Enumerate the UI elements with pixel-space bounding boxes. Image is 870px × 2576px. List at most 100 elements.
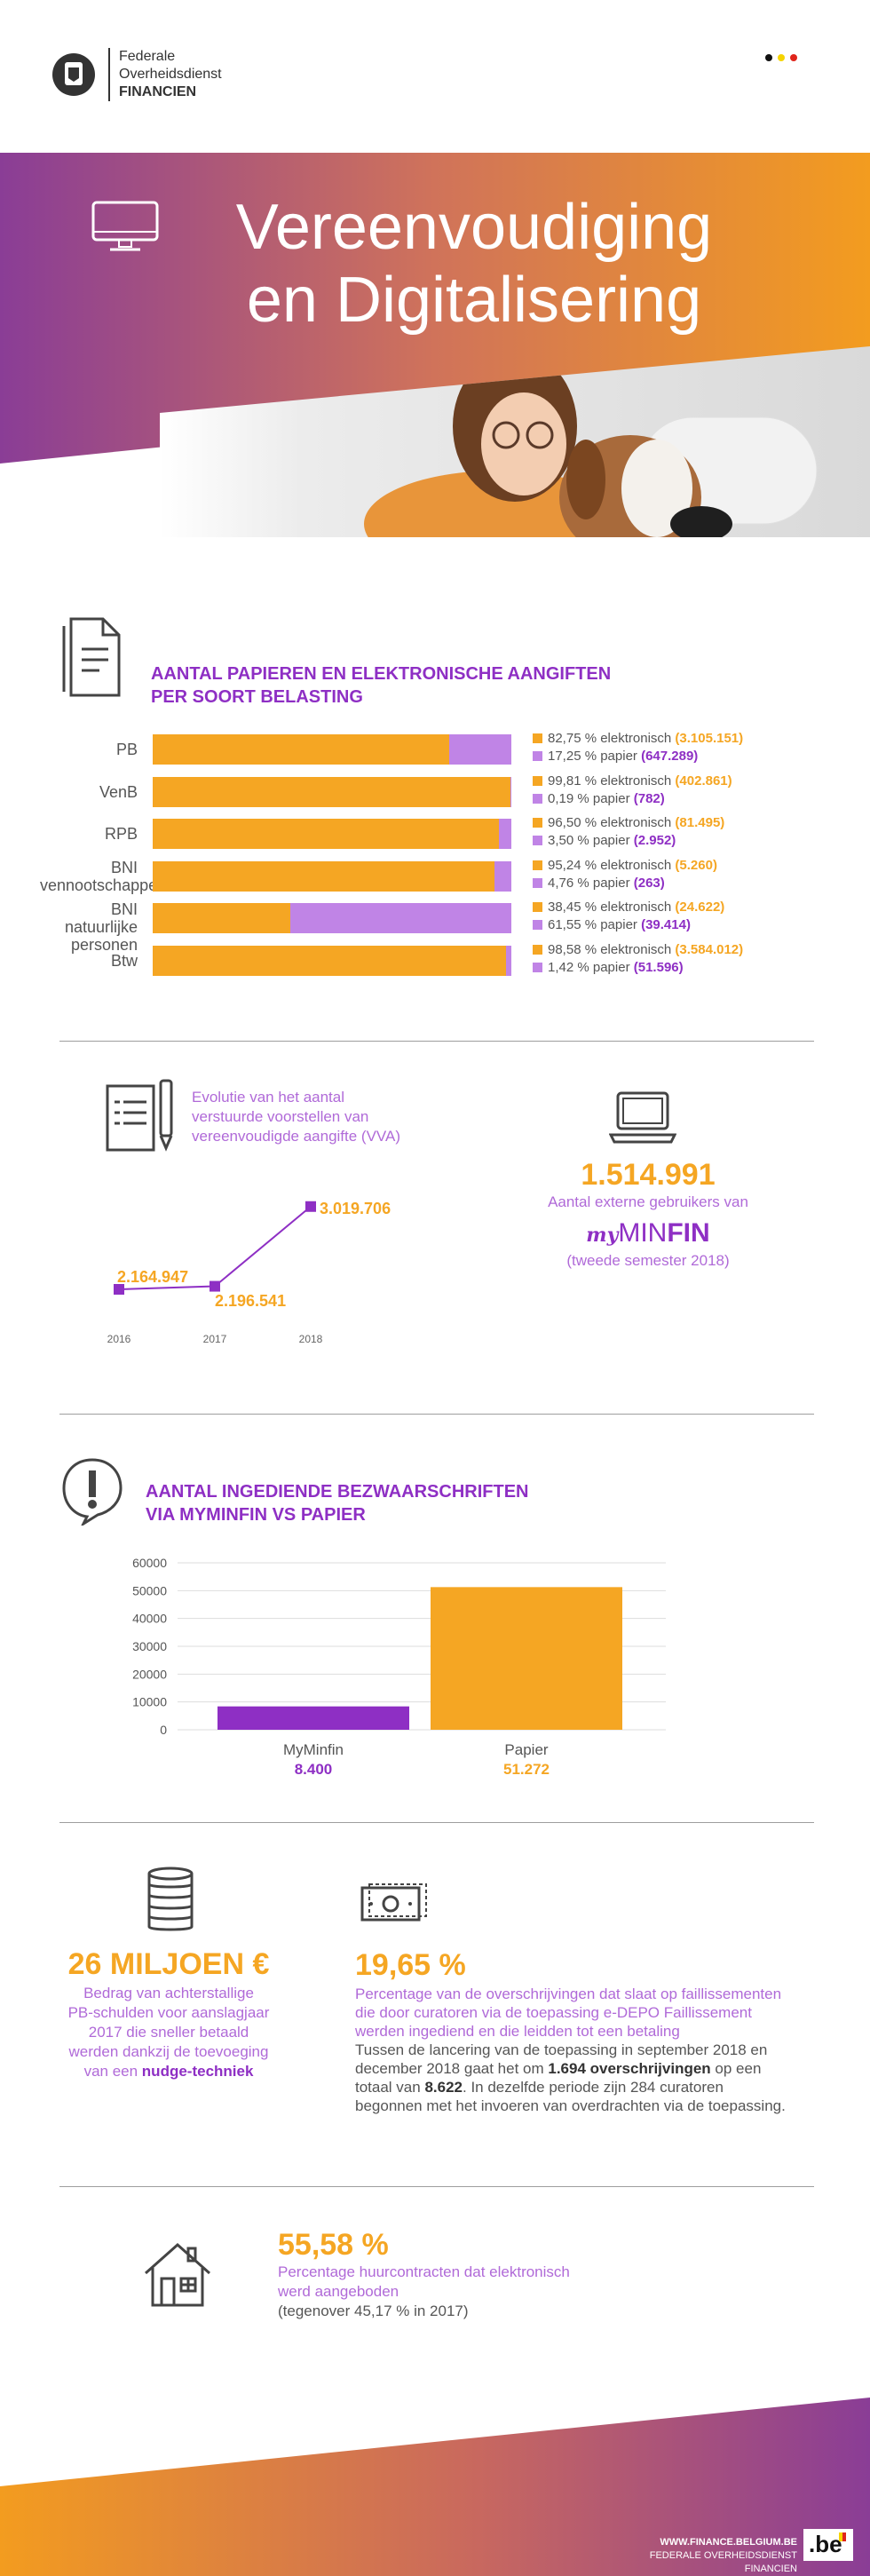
org-line2: Overheidsdienst bbox=[119, 67, 222, 82]
legend-paper-count: (782) bbox=[633, 790, 665, 806]
detail-line3a: totaal van bbox=[355, 2079, 425, 2096]
org-logo-text: Federale Overheidsdienst FINANCIEN bbox=[108, 48, 222, 101]
category-label-line1: Btw bbox=[110, 952, 138, 970]
footer-url-link[interactable]: WWW.FINANCE.BELGIUM.BE bbox=[660, 2537, 797, 2548]
legend-electronic-count: (402.861) bbox=[675, 773, 732, 789]
vva-year-label: 2018 bbox=[299, 1333, 323, 1345]
rent-pct: 55,58 % bbox=[278, 2228, 389, 2262]
org-line1: Federale bbox=[119, 49, 176, 64]
y-tick-label: 30000 bbox=[132, 1639, 167, 1653]
section3-title: AANTAL INGEDIENDE BEZWAARSCHRIFTEN VIA M… bbox=[146, 1480, 528, 1526]
vva-point bbox=[210, 1280, 220, 1292]
section1-title: AANTAL PAPIEREN EN ELEKTRONISCHE AANGIFT… bbox=[151, 662, 611, 709]
vva-value-label: 3.019.706 bbox=[320, 1200, 391, 1217]
vva-point bbox=[305, 1201, 316, 1212]
amount-description: Bedrag van achterstallige PB-schulden vo… bbox=[36, 1984, 302, 2081]
legend-electronic-text: 98,58 % elektronisch bbox=[548, 942, 672, 957]
myminfin-logo: myMINFIN bbox=[497, 1217, 799, 1251]
section3-title-line2: VIA MYMINFIN VS PAPIER bbox=[146, 1505, 366, 1525]
vva-title-line3: vereenvoudigde aangifte (VVA) bbox=[192, 1128, 401, 1145]
legend-paper-text: 0,19 % papier bbox=[548, 790, 630, 806]
pct-title: 19,65 % bbox=[355, 1948, 466, 1982]
legend-paper-count: (51.596) bbox=[633, 960, 684, 975]
x-category-label: Papier bbox=[504, 1741, 548, 1758]
bar-paper bbox=[498, 819, 511, 850]
legend-electronic-text: 82,75 % elektronisch bbox=[548, 731, 672, 746]
transfer-details: Tussen de lancering van de toepassing in… bbox=[355, 2041, 834, 2115]
be-logo-text: .be bbox=[809, 2531, 842, 2557]
myminfin-my: my bbox=[586, 1224, 619, 1247]
bar-legend: 38,45 % elektronisch (24.622) 61,55 % pap… bbox=[533, 899, 724, 934]
monitor-icon bbox=[91, 201, 159, 251]
category-label: Btw bbox=[40, 952, 138, 970]
amount-desc-line1: Bedrag van achterstallige bbox=[83, 1985, 254, 2001]
section1-title-line1: AANTAL PAPIEREN EN ELEKTRONISCHE AANGIFT… bbox=[151, 664, 612, 684]
legend-paper-text: 1,42 % papier bbox=[548, 960, 630, 975]
org-line3: FINANCIEN bbox=[119, 84, 197, 99]
category-label-line2: personen bbox=[70, 936, 138, 955]
legend-paper-count: (39.414) bbox=[641, 917, 691, 933]
category-label-line1: BNI natuurlijke bbox=[64, 900, 138, 937]
legend-paper-text: 17,25 % papier bbox=[548, 749, 637, 764]
legend-electronic: 38,45 % elektronisch (24.622) bbox=[533, 899, 724, 916]
bar-legend: 95,24 % elektronisch (5.260) 4,76 % papie… bbox=[533, 857, 717, 892]
belgian-crest-logo-icon bbox=[52, 53, 95, 96]
pct-desc-line1: Percentage van de overschrijvingen dat s… bbox=[355, 1986, 782, 2002]
footer-org: FEDERALE OVERHEIDSDIENST FINANCIEN bbox=[649, 2550, 797, 2574]
footer-band bbox=[0, 2398, 870, 2576]
legend-electronic-text: 95,24 % elektronisch bbox=[548, 857, 672, 873]
divider bbox=[59, 2186, 814, 2187]
legend-paper-count: (647.289) bbox=[641, 749, 699, 764]
bar-paper bbox=[290, 903, 511, 934]
banknote-icon bbox=[360, 1883, 427, 1922]
x-category-label: MyMinfin bbox=[283, 1741, 344, 1758]
users-text: Aantal externe gebruikers van bbox=[548, 1193, 748, 1210]
bar-electronic bbox=[153, 860, 494, 892]
bar-legend: 82,75 % elektronisch (3.105.151) 17,25 % … bbox=[533, 730, 743, 765]
be-logo: .be bbox=[803, 2529, 853, 2561]
legend-electronic-count: (3.105.151) bbox=[675, 731, 744, 746]
category-label: BNI natuurlijke personen bbox=[40, 900, 138, 954]
amount-desc-line4: werden dankzij de toevoeging bbox=[68, 2043, 269, 2060]
category-label-line2: vennootschappen bbox=[40, 876, 167, 894]
detail-line2c: op een bbox=[710, 2060, 762, 2077]
legend-electronic-count: (24.622) bbox=[675, 900, 725, 915]
y-tick-label: 10000 bbox=[132, 1695, 167, 1709]
legend-paper-count: (2.952) bbox=[633, 833, 676, 849]
divider bbox=[59, 1822, 814, 1823]
legend-electronic-count: (3.584.012) bbox=[675, 942, 744, 957]
legend-paper-text: 3,50 % papier bbox=[548, 833, 630, 849]
pct-desc-line3: werden ingediend en die leidden tot een … bbox=[355, 2023, 680, 2040]
legend-electronic: 98,58 % elektronisch (3.584.012) bbox=[533, 941, 743, 959]
myminfin-fin: FIN bbox=[667, 1218, 710, 1248]
legend-electronic-text: 99,81 % elektronisch bbox=[548, 773, 672, 789]
category-label: VenB bbox=[40, 783, 138, 801]
legend-paper: 0,19 % papier (782) bbox=[533, 790, 732, 808]
y-tick-label: 40000 bbox=[132, 1612, 167, 1626]
bar-paper bbox=[494, 860, 511, 892]
legend-electronic-text: 38,45 % elektronisch bbox=[548, 900, 672, 915]
bar-paper bbox=[449, 734, 511, 765]
objections-bar-chart: 0 10000 20000 30000 40000 50000 60000 MyMinfin 8… bbox=[132, 1556, 666, 1778]
bar-legend: 98,58 % elektronisch (3.584.012) 1,42 % p… bbox=[533, 941, 743, 977]
bar-electronic bbox=[153, 819, 499, 850]
rent-desc-line2: werd aangeboden bbox=[278, 2283, 399, 2300]
legend-paper-text: 4,76 % papier bbox=[548, 875, 630, 891]
document-icon bbox=[62, 617, 121, 697]
vva-year-label: 2016 bbox=[107, 1333, 131, 1345]
vva-title: Evolutie van het aantal verstuurde voors… bbox=[192, 1088, 400, 1146]
detail-transfers-count: 1.694 overschrijvingen bbox=[548, 2060, 711, 2077]
section1-title-line2: PER SOORT BELASTING bbox=[151, 687, 363, 707]
laptop-icon bbox=[609, 1091, 676, 1144]
bar-legend: 96,50 % elektronisch (81.495) 3,50 % papi… bbox=[533, 814, 724, 850]
bar-electronic bbox=[153, 903, 291, 934]
rent-compare: (tegenover 45,17 % in 2017) bbox=[278, 2303, 469, 2319]
bar-electronic bbox=[153, 734, 450, 765]
legend-paper: 4,76 % papier (263) bbox=[533, 875, 717, 892]
footer-text: WWW.FINANCE.BELGIUM.BE FEDERALE OVERHEID… bbox=[639, 2536, 797, 2576]
detail-total: 8.622 bbox=[424, 2079, 463, 2096]
legend-electronic: 96,50 % elektronisch (81.495) bbox=[533, 814, 724, 832]
category-label-line1: PB bbox=[115, 741, 138, 758]
speech-bubble-exclamation-icon bbox=[62, 1458, 123, 1526]
myminfin-min: MIN bbox=[618, 1218, 668, 1248]
